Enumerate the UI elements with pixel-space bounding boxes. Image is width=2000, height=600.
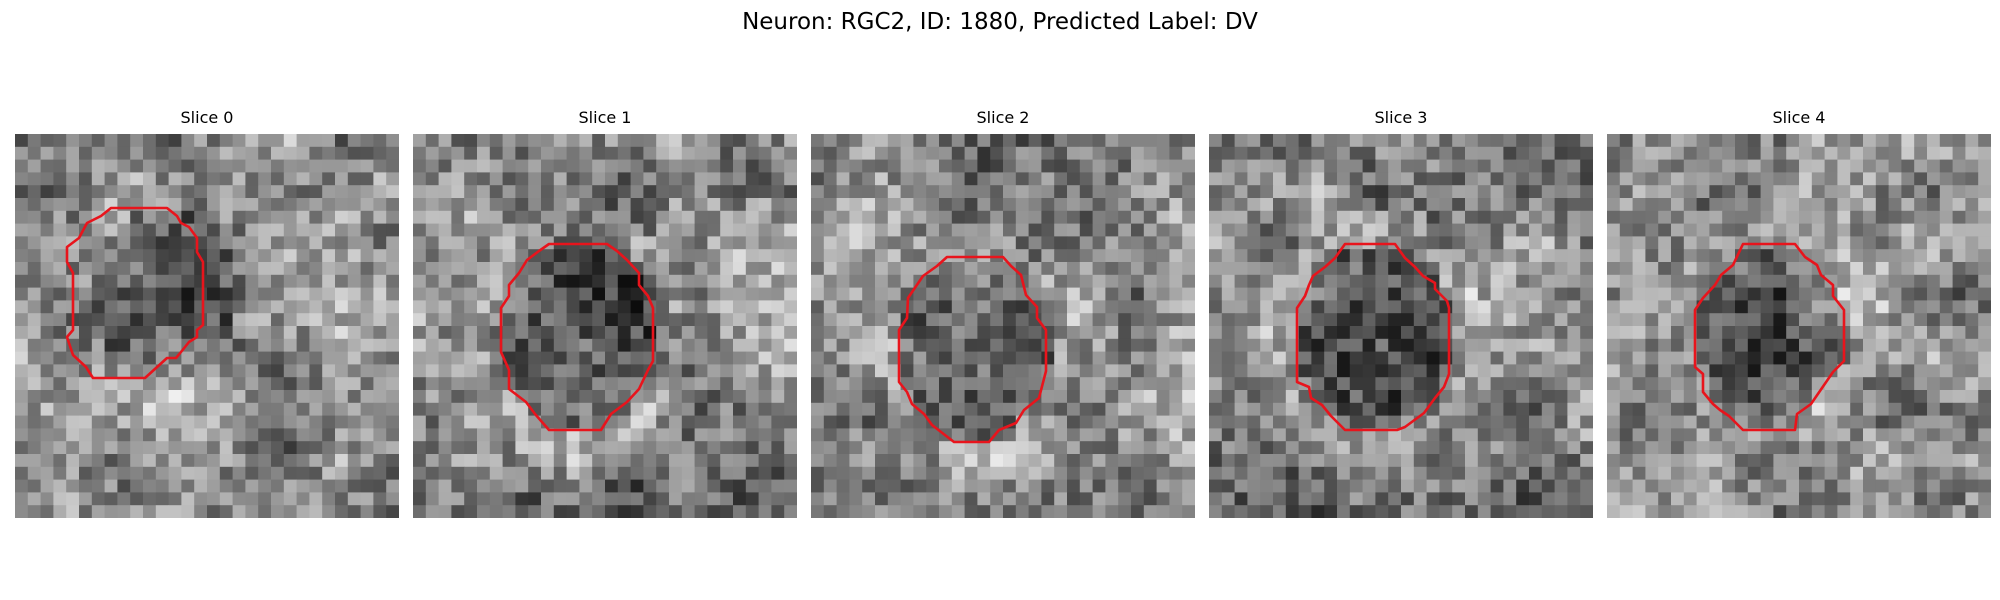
slice-title: Slice 2 — [976, 108, 1030, 127]
roi-contour — [65, 206, 205, 380]
pixel-grid — [811, 134, 1195, 518]
slice-image — [811, 134, 1195, 518]
slice-panel-3: Slice 3 — [1209, 108, 1593, 518]
roi-contour — [499, 242, 655, 432]
slice-title: Slice 3 — [1374, 108, 1428, 127]
roi-contour — [897, 255, 1048, 444]
slice-panel-0: Slice 0 — [15, 108, 399, 518]
slice-image — [1607, 134, 1991, 518]
pixel-grid — [1209, 134, 1593, 518]
slice-image — [1209, 134, 1593, 518]
slice-title: Slice 0 — [180, 108, 234, 127]
pixel-grid — [413, 134, 797, 518]
slice-image-svg — [1607, 134, 1991, 518]
slice-image — [413, 134, 797, 518]
roi-contour — [1693, 242, 1846, 432]
pixel-grid — [15, 134, 399, 518]
figure-title: Neuron: RGC2, ID: 1880, Predicted Label:… — [742, 9, 1258, 35]
pixel-grid — [1607, 134, 1991, 518]
slice-image — [15, 134, 399, 518]
slice-title: Slice 1 — [578, 108, 632, 127]
slice-panel-2: Slice 2 — [811, 108, 1195, 518]
slice-panel-4: Slice 4 — [1607, 108, 1991, 518]
slice-image-svg — [811, 134, 1195, 518]
slice-image-svg — [15, 134, 399, 518]
roi-contour — [1295, 242, 1451, 432]
slice-title: Slice 4 — [1772, 108, 1826, 127]
slice-panel-1: Slice 1 — [413, 108, 797, 518]
slice-image-svg — [1209, 134, 1593, 518]
slice-image-svg — [413, 134, 797, 518]
